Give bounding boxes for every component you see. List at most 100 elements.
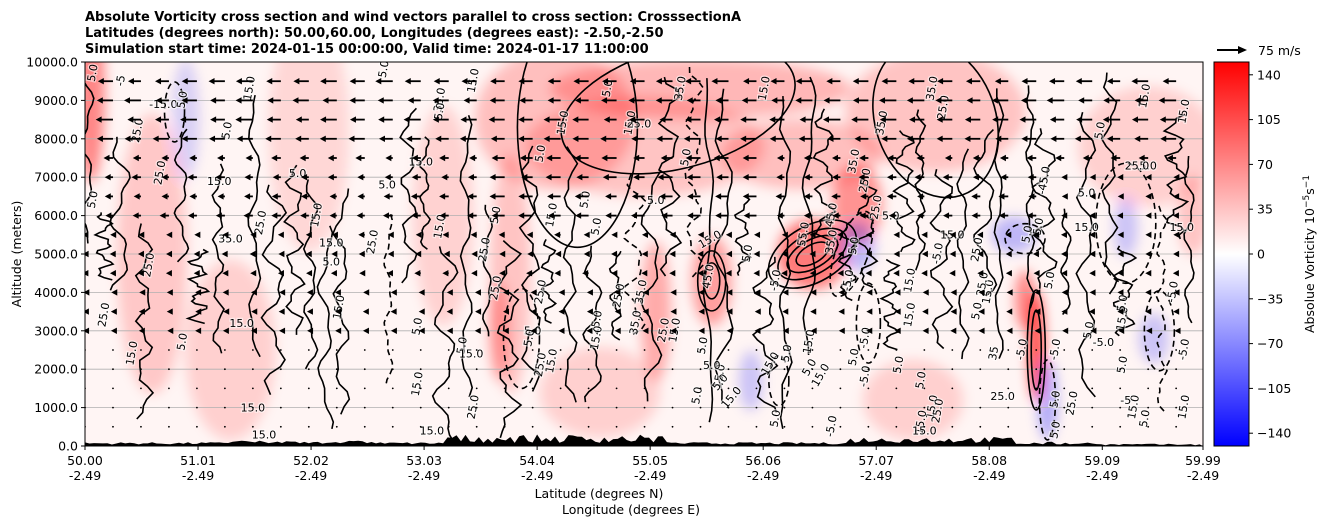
contour-line: [1075, 112, 1097, 398]
title-line-2: Latitudes (degrees north): 50.00,60.00, …: [85, 26, 664, 41]
wind-vector-head: [474, 327, 481, 334]
y-tick-label: 0.0: [58, 439, 78, 454]
wind-vector: [1035, 425, 1038, 428]
wind-vector: [671, 387, 674, 390]
wind-vector-head: [85, 231, 89, 238]
wind-vector-head: [614, 308, 621, 315]
wind-vector: [587, 368, 590, 371]
wind-vector-head: [463, 97, 470, 104]
wind-vector-head: [611, 250, 618, 258]
wind-vector: [1147, 387, 1150, 390]
contour-label: 15.0: [621, 110, 638, 136]
contour-label: 5.0: [532, 144, 548, 163]
wind-vector: [587, 387, 590, 390]
wind-vector-head: [235, 97, 242, 104]
wind-vector-head: [1075, 78, 1082, 85]
wind-vector: [783, 368, 786, 371]
y-tick-label: 10000.0: [26, 55, 78, 70]
contour-label: 5.0: [588, 217, 604, 236]
wind-vector-head: [356, 212, 363, 219]
wind-vector-head: [781, 231, 788, 238]
wind-vector-head: [949, 250, 956, 258]
wind-vector: [1007, 349, 1010, 351]
contour-label: 5.0: [454, 336, 470, 355]
wind-vector: [168, 425, 170, 428]
wind-vector-head: [1146, 327, 1153, 334]
wind-vector-head: [385, 154, 392, 162]
wind-vector-head: [894, 327, 901, 334]
wind-vector-head: [359, 270, 366, 277]
contour-label: 25.0: [929, 398, 946, 424]
wind-vector: [112, 406, 114, 409]
wind-vector: [419, 387, 422, 390]
wind-vector: [643, 349, 646, 351]
wind-vector-head: [740, 135, 747, 142]
wind-vector-head: [277, 270, 284, 277]
wind-vector: [755, 406, 758, 409]
wind-vector-head: [656, 135, 663, 142]
wind-vector-head: [972, 154, 979, 162]
contour-label: 5.0: [432, 102, 448, 121]
vorticity-field: [85, 62, 1203, 440]
contour-line: [518, 145, 541, 392]
wind-vector-head: [320, 78, 327, 85]
contour-label: -5.0: [1013, 338, 1030, 361]
wind-vector-head: [271, 154, 278, 162]
wind-vector-head: [714, 116, 721, 123]
wind-vector-head: [139, 289, 146, 296]
wind-vector-head: [165, 270, 172, 277]
wind-vector: [1147, 349, 1150, 351]
contour-label: 15.0: [459, 348, 484, 361]
wind-vector-head: [1034, 327, 1041, 334]
contour-label: 5.0: [740, 244, 756, 263]
wind-vector-head: [698, 289, 705, 296]
wind-vector-head: [155, 78, 162, 85]
field-blobs: [85, 62, 1203, 440]
terrain: [85, 434, 1203, 446]
contour-loop: [1038, 359, 1057, 441]
contour-label: 5.0: [378, 179, 396, 192]
wind-vector-head: [687, 193, 694, 200]
contour-line: [431, 246, 459, 442]
wind-vector-head: [249, 250, 256, 258]
wind-vector: [587, 406, 590, 409]
wind-vector-head: [1089, 212, 1096, 219]
contour-line: [93, 212, 115, 281]
contour-loop: [855, 282, 882, 364]
contour-label: 15.0: [912, 409, 929, 435]
wind-vector: [475, 406, 478, 409]
wind-vector: [1063, 387, 1066, 390]
contour-label: 15.0: [123, 340, 140, 366]
wind-vector: [363, 387, 366, 390]
wind-vector-head: [327, 154, 334, 162]
contour-label: -5.0: [1164, 280, 1181, 303]
wind-vector: [699, 349, 702, 351]
contour-label: 15.0: [1169, 221, 1194, 234]
wind-vector-head: [887, 154, 894, 162]
wind-vector: [391, 349, 394, 351]
contour-label: 5.0: [85, 63, 101, 82]
wind-vector-head: [415, 231, 422, 238]
colorbar-label-exp2: −1: [1302, 175, 1312, 188]
wind-vector-head: [161, 174, 168, 181]
wind-vector: [615, 349, 618, 351]
wind-vector-head: [161, 193, 168, 200]
wind-vector-head: [439, 193, 446, 200]
wind-vector-head: [235, 116, 242, 123]
wind-vector-head: [301, 193, 308, 200]
contour-label: 35.0: [633, 279, 650, 305]
wind-vector-head: [265, 135, 272, 142]
wind-vector-head: [319, 135, 326, 142]
wind-vector-head: [1061, 308, 1068, 315]
wind-vector: [112, 368, 114, 371]
wind-vector-head: [943, 212, 950, 219]
wind-vector: [1091, 387, 1094, 390]
wind-vector: [447, 425, 450, 428]
wind-vector-head: [124, 97, 131, 104]
contour-loop: [163, 81, 186, 143]
contour-label: 5.0: [600, 79, 616, 98]
contour-line: [702, 78, 715, 423]
colorbar-tick-label: −35: [1257, 291, 1283, 306]
wind-vector-head: [267, 97, 274, 104]
field-blob: [845, 62, 1026, 172]
